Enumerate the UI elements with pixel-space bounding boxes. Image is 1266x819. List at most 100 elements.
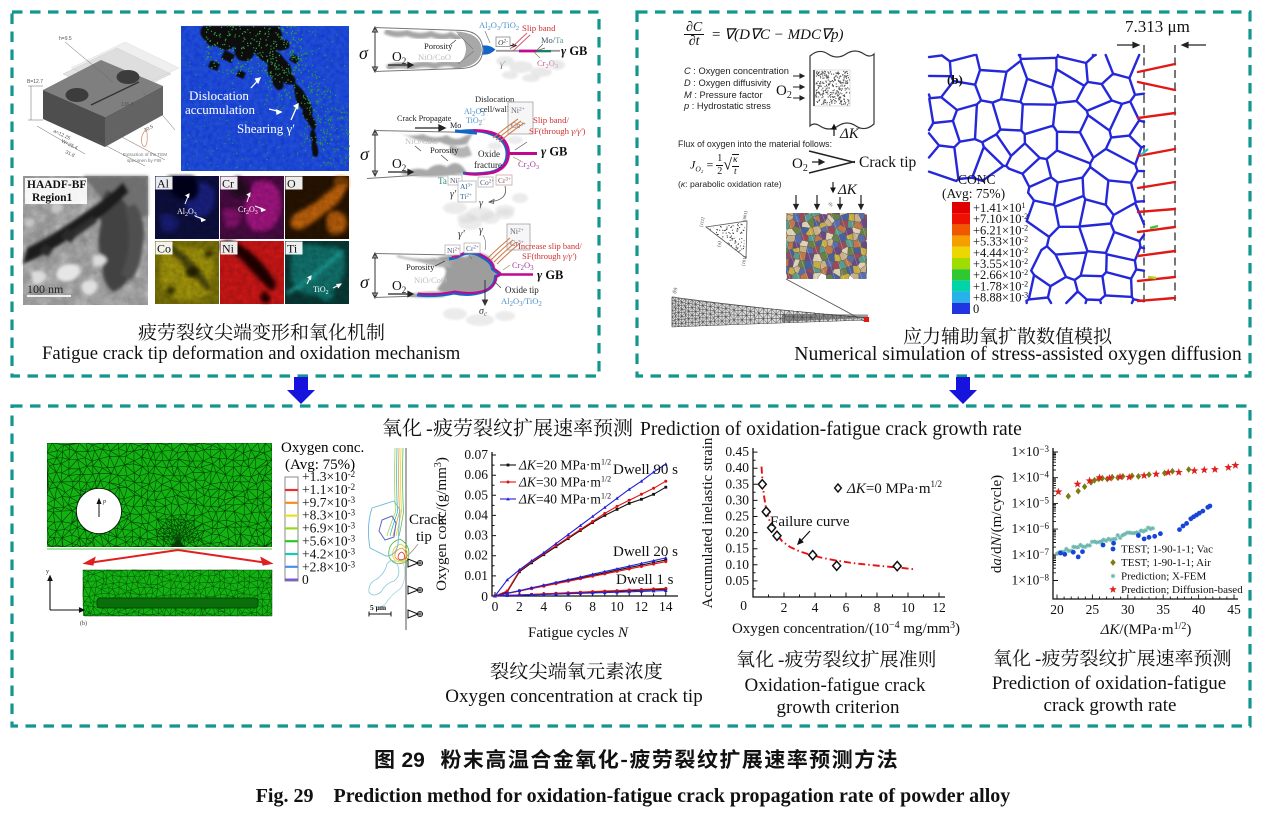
svg-text:+1.41×101: +1.41×101 — [973, 201, 1025, 215]
svg-text:O2-: O2- — [498, 38, 508, 47]
svg-text:Crack Propagate: Crack Propagate — [397, 114, 452, 123]
svg-text:31.8: 31.8 — [64, 149, 76, 159]
svg-text:[111]: [111] — [699, 217, 706, 228]
svg-text:specimen by FIB: specimen by FIB — [127, 158, 161, 163]
svg-text:+4.44×10-2: +4.44×10-2 — [973, 246, 1028, 260]
svg-text:7.313 μm: 7.313 μm — [1125, 17, 1190, 36]
svg-text:+8.3×10-3: +8.3×10-3 — [302, 508, 356, 523]
svg-text:14: 14 — [659, 599, 673, 614]
svg-text:SF(through γ/γʹ): SF(through γ/γʹ) — [529, 126, 586, 136]
svg-text:+9.7×10-3: +9.7×10-3 — [302, 495, 356, 510]
svg-text:Dwell 1 s: Dwell 1 s — [616, 572, 674, 588]
svg-text:ΔK=40 MPa·m1/2: ΔK=40 MPa·m1/2 — [518, 492, 611, 507]
svg-text:40: 40 — [1192, 602, 1206, 617]
svg-text:ΔK=0 MPa·m1/2: ΔK=0 MPa·m1/2 — [846, 479, 942, 497]
svg-text:Al2O3: Al2O3 — [464, 107, 485, 118]
svg-text:5 μm: 5 μm — [370, 603, 387, 612]
svg-text:Shearing γʹ: Shearing γʹ — [237, 121, 295, 136]
svg-text:(b): (b) — [673, 287, 679, 294]
svg-text:Crack: Crack — [409, 512, 445, 528]
svg-text:Prediction; X-FEM: Prediction; X-FEM — [1121, 571, 1206, 583]
svg-text:0.40: 0.40 — [725, 460, 749, 475]
svg-text:Ti: Ti — [287, 242, 298, 256]
svg-text:σc: σc — [479, 306, 488, 318]
svg-text:Prediction of oxidation-fatigu: Prediction of oxidation-fatigue crack gr… — [640, 419, 1022, 440]
svg-text:30: 30 — [1121, 602, 1135, 617]
svg-text:0: 0 — [492, 599, 499, 614]
svg-text:[101]: [101] — [741, 255, 748, 266]
svg-text:Increase slip band/: Increase slip band/ — [518, 241, 582, 251]
svg-text:0.07: 0.07 — [464, 447, 488, 462]
svg-text:Oxide: Oxide — [478, 149, 500, 159]
svg-text:γ″: γ″ — [479, 117, 486, 126]
svg-text:Cr2O3: Cr2O3 — [518, 159, 539, 171]
svg-text:TEST; 1-90-1-1; Vac: TEST; 1-90-1-1; Vac — [1121, 544, 1213, 556]
svg-text:12: 12 — [635, 599, 649, 614]
svg-text:[001]: [001] — [742, 210, 749, 221]
svg-text:Region1: Region1 — [32, 192, 73, 204]
svg-text:Porosity: Porosity — [430, 145, 459, 155]
svg-text:O: O — [287, 177, 296, 191]
svg-text:ΔK=30 MPa·m1/2: ΔK=30 MPa·m1/2 — [518, 475, 611, 490]
svg-text:2: 2 — [516, 599, 523, 614]
svg-text:σ: σ — [359, 43, 369, 63]
svg-text:0: 0 — [302, 572, 309, 587]
svg-text:Oxygen conc.: Oxygen conc. — [281, 440, 364, 456]
svg-text:Ni+: Ni+ — [450, 176, 461, 185]
svg-text:Prediction; Diffusion-based: Prediction; Diffusion-based — [1121, 584, 1243, 596]
svg-text:+1.3×10-2: +1.3×10-2 — [302, 469, 355, 484]
svg-text:136.6: 136.6 — [121, 102, 134, 108]
svg-text:10: 10 — [610, 599, 624, 614]
svg-text:NiO/CoO: NiO/CoO — [405, 136, 438, 146]
svg-text:cell/wall: cell/wall — [480, 104, 510, 114]
svg-text:+1.1×10-2: +1.1×10-2 — [302, 482, 355, 497]
svg-text:y: y — [46, 569, 49, 575]
svg-text:NiO/CoO: NiO/CoO — [414, 275, 447, 285]
svg-text:HAADF-BF: HAADF-BF — [27, 179, 86, 191]
svg-text:8: 8 — [874, 600, 881, 615]
svg-text:γ GB: γ GB — [541, 145, 567, 159]
svg-text:20: 20 — [1050, 602, 1064, 617]
svg-text:Slip band/: Slip band/ — [533, 115, 569, 125]
svg-text:γ: γ — [479, 198, 484, 209]
svg-text:NiO/CoO: NiO/CoO — [418, 52, 451, 62]
svg-text:γ GB: γ GB — [537, 268, 563, 282]
svg-text:0.06: 0.06 — [464, 467, 488, 482]
svg-text:σ: σ — [360, 144, 370, 164]
svg-text:Co2+: Co2+ — [480, 178, 494, 187]
svg-text:0.30: 0.30 — [725, 492, 749, 507]
svg-text:Dislocation: Dislocation — [189, 88, 249, 103]
svg-text:Oxide tip: Oxide tip — [505, 285, 539, 295]
svg-text:fracture: fracture — [474, 160, 502, 170]
svg-text:Accumulated inelastic strain: Accumulated inelastic strain — [700, 437, 716, 608]
svg-text:da/dN/(m/cycle): da/dN/(m/cycle) — [989, 475, 1005, 573]
svg-text:(b): (b) — [80, 620, 87, 627]
svg-text:29: 29 — [402, 749, 425, 772]
svg-text:Oxygen concentration/(10−4 mg/: Oxygen concentration/(10−4 mg/mm3) — [732, 620, 960, 637]
svg-text:tip: tip — [416, 529, 432, 545]
svg-text:30.5: 30.5 — [143, 124, 155, 134]
svg-text:Co: Co — [157, 242, 171, 256]
svg-text:Al2O3: Al2O3 — [177, 207, 197, 218]
svg-text:CONC: CONC — [958, 172, 996, 187]
svg-text:γʹ: γʹ — [458, 228, 465, 240]
svg-text:Failure curve: Failure curve — [770, 514, 850, 530]
svg-text:Cr3+: Cr3+ — [510, 239, 524, 248]
svg-text:0.45: 0.45 — [725, 444, 749, 459]
svg-text:Cr2O3: Cr2O3 — [238, 205, 258, 216]
svg-text:12: 12 — [932, 600, 946, 615]
svg-text:Crack tip: Crack tip — [859, 154, 916, 171]
svg-text:Al: Al — [157, 177, 170, 191]
svg-text:Porosity: Porosity — [406, 262, 435, 272]
svg-text:45: 45 — [1227, 602, 1241, 617]
svg-text:(Avg: 75%): (Avg: 75%) — [942, 186, 1005, 201]
svg-text:Mo/Ta: Mo/Ta — [541, 35, 564, 45]
svg-text:SF(through γ/γʹ): SF(through γ/γʹ) — [522, 251, 577, 261]
svg-text:TiO2: TiO2 — [466, 116, 483, 127]
svg-text:Fatigue cycles N: Fatigue cycles N — [528, 625, 629, 641]
svg-text:10: 10 — [901, 600, 915, 615]
svg-text:0.35: 0.35 — [725, 476, 749, 491]
svg-text:+2.8×10-3: +2.8×10-3 — [302, 559, 356, 574]
svg-text:0.02: 0.02 — [464, 548, 488, 563]
svg-text:4: 4 — [540, 599, 547, 614]
